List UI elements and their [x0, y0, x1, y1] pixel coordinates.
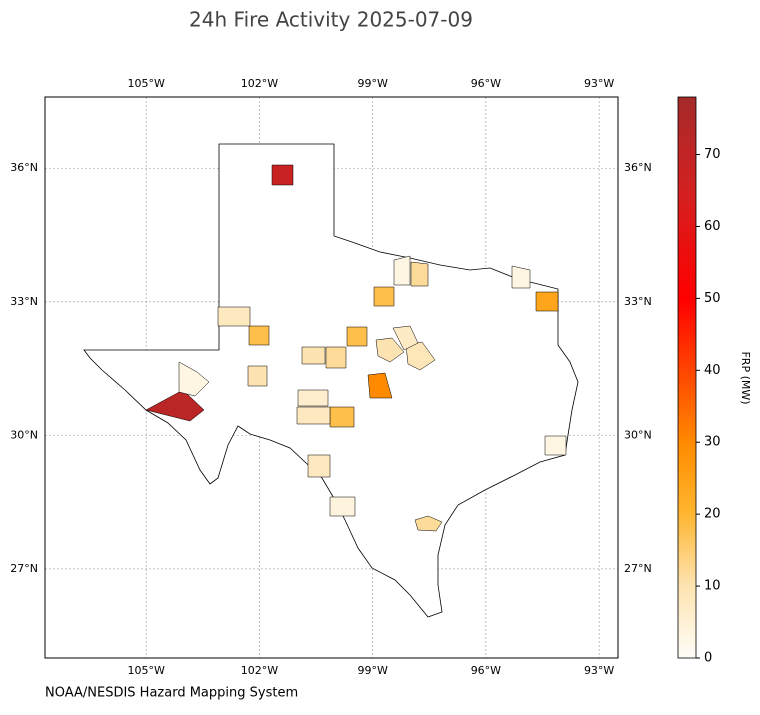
colorbar-tick-label: 30: [704, 435, 721, 450]
source-note: NOAA/NESDIS Hazard Mapping System: [45, 686, 298, 701]
county-fire: [178, 361, 210, 397]
county-fire: [410, 261, 429, 287]
lat-tick-label: 33°N: [624, 295, 652, 308]
colorbar-tick-label: 60: [704, 219, 721, 234]
colorbar: [677, 96, 697, 659]
county-fire: [297, 389, 329, 407]
colorbar-tick-label: 10: [704, 579, 721, 594]
county-fire: [393, 255, 411, 286]
county-fire: [405, 341, 436, 371]
county-fire: [217, 306, 251, 327]
lat-tick-label: 27°N: [10, 562, 38, 575]
county-fire: [367, 372, 393, 399]
county-fire: [392, 325, 419, 351]
county-fire: [535, 291, 559, 312]
county-fire: [307, 454, 331, 478]
county-fire: [271, 164, 294, 186]
county-fire: [296, 406, 331, 425]
county-fire: [414, 515, 443, 532]
county-fire: [329, 496, 356, 517]
lon-tick-label: 102°W: [241, 77, 278, 90]
county-fire: [511, 265, 531, 289]
lat-tick-label: 30°N: [624, 428, 652, 441]
county-fire: [346, 326, 368, 347]
county-fire: [145, 389, 205, 422]
colorbar-tick-label: 40: [704, 363, 721, 378]
lon-tick-label: 99°W: [357, 77, 387, 90]
colorbar-tick-label: 0: [704, 651, 712, 666]
county-fire: [329, 406, 355, 428]
lon-tick-label: 96°W: [471, 77, 501, 90]
map-title: 24h Fire Activity 2025-07-09: [189, 8, 473, 32]
county-fire: [248, 325, 270, 346]
lon-tick-label: 93°W: [584, 77, 614, 90]
county-fire: [325, 346, 347, 369]
lat-tick-label: 36°N: [624, 161, 652, 174]
county-fire: [301, 346, 326, 365]
lat-tick-label: 33°N: [10, 295, 38, 308]
county-fire: [375, 337, 405, 363]
lon-tick-label: 105°W: [127, 77, 164, 90]
lat-tick-label: 36°N: [10, 161, 38, 174]
map-frame: [44, 96, 619, 659]
lon-tick-label: 102°W: [241, 664, 278, 677]
county-fire: [544, 435, 567, 456]
county-fire: [247, 365, 268, 387]
colorbar-label: FRP (MW): [739, 351, 752, 404]
county-fire: [373, 286, 395, 307]
colorbar-tick-label: 70: [704, 147, 721, 162]
lon-tick-label: 99°W: [357, 664, 387, 677]
lon-tick-label: 105°W: [127, 664, 164, 677]
lat-tick-label: 27°N: [624, 562, 652, 575]
texas-outline: [83, 143, 579, 618]
lon-tick-label: 96°W: [471, 664, 501, 677]
lat-tick-label: 30°N: [10, 428, 38, 441]
lon-tick-label: 93°W: [584, 664, 614, 677]
colorbar-tick-label: 50: [704, 291, 721, 306]
colorbar-tick-label: 20: [704, 507, 721, 522]
